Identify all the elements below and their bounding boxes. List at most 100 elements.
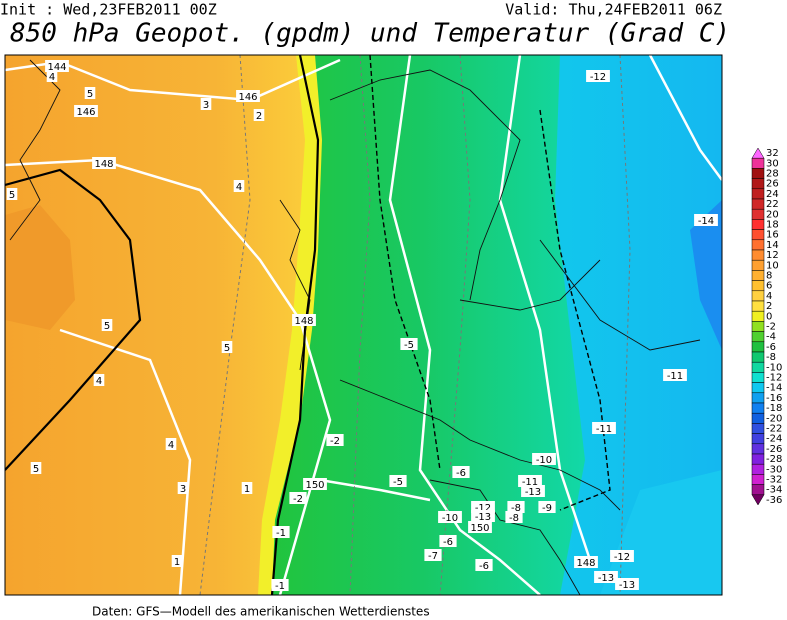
label-box	[241, 482, 253, 494]
label-box	[233, 180, 245, 192]
legend-swatch	[751, 321, 765, 332]
label-box	[615, 578, 639, 590]
legend-label: 8	[766, 271, 772, 282]
legend-label: 18	[766, 220, 779, 231]
legend-label: -30	[766, 464, 782, 475]
legend-swatch	[751, 280, 765, 292]
label-box	[221, 341, 233, 353]
contour-label: 146	[76, 107, 95, 118]
legend-label: -8	[766, 352, 776, 363]
contour-label: 5	[224, 343, 230, 354]
label-box	[200, 98, 212, 110]
contour-label: -13	[598, 573, 614, 584]
contour-label: 3	[203, 100, 209, 111]
label-box	[92, 157, 116, 169]
contour-label: 2	[256, 111, 262, 122]
label-box	[532, 453, 556, 465]
contour-label: 146	[238, 92, 257, 103]
label-box	[177, 482, 189, 494]
contour-label: 148	[294, 316, 313, 327]
label-box	[424, 549, 442, 561]
legend-swatch	[751, 178, 765, 190]
cold-south	[600, 470, 722, 595]
label-box	[93, 374, 105, 386]
contour-label: -6	[443, 537, 453, 548]
legend-label: -12	[766, 373, 782, 384]
legend-label: -36	[766, 495, 782, 506]
legend-swatch	[751, 300, 765, 312]
label-box	[236, 90, 260, 102]
label-box	[518, 475, 542, 487]
contour-label: 5	[33, 464, 39, 475]
label-box	[101, 319, 113, 331]
map-title: 850 hPa Geopot. (gpdm) und Temperatur (G…	[10, 19, 730, 49]
legend-swatch	[751, 290, 765, 302]
contour-label: -14	[698, 216, 714, 227]
legend-label: -18	[766, 403, 782, 414]
legend-label: 22	[766, 199, 779, 210]
valid-time: Valid: Thu,24FEB2011 06Z	[505, 1, 722, 19]
label-box	[586, 70, 610, 82]
legend-label: -4	[766, 332, 776, 343]
contour-label: -8	[509, 513, 519, 524]
contour-label: -2	[330, 436, 340, 447]
contour-label: -8	[511, 503, 521, 514]
legend-label: -32	[766, 475, 782, 486]
label-box	[475, 559, 493, 571]
contour-label: 5	[104, 321, 110, 332]
legend-swatch	[751, 463, 765, 475]
legend-label: -10	[766, 362, 782, 373]
legend-swatch	[751, 443, 765, 455]
label-box	[74, 105, 98, 117]
legend-swatch	[751, 433, 765, 445]
legend-label: 4	[766, 291, 772, 302]
label-box	[171, 555, 183, 567]
cold-core	[690, 200, 722, 350]
color-legend: 32302826242220181614121086420-2-4-6-8-10…	[751, 147, 782, 506]
contour-label: -6	[456, 468, 466, 479]
legend-label: 12	[766, 250, 779, 261]
contour-label: 148	[576, 558, 595, 569]
legend-label: 24	[766, 189, 779, 200]
label-box	[253, 109, 265, 121]
legend-swatch	[751, 198, 765, 210]
label-box	[439, 535, 457, 547]
warm-core	[5, 205, 75, 330]
legend-swatch	[751, 484, 765, 496]
legend-label: 10	[766, 260, 779, 271]
label-box	[507, 501, 525, 513]
label-box	[471, 510, 495, 522]
legend-label: 6	[766, 281, 772, 292]
legend-label: 32	[766, 148, 779, 159]
legend-swatch	[751, 249, 765, 261]
legend-swatch	[751, 474, 765, 485]
label-box	[6, 188, 18, 200]
map-frame	[4, 54, 723, 596]
contour-label: 4	[168, 440, 174, 451]
legend-label: -34	[766, 485, 782, 496]
legend-swatch	[751, 310, 765, 322]
contour-label: -11	[596, 424, 612, 435]
legend-swatch	[751, 259, 765, 271]
label-box	[271, 579, 289, 591]
legend-label: -2	[766, 322, 776, 333]
zero-isotherm	[5, 55, 320, 595]
label-box	[400, 338, 418, 350]
legend-swatch	[751, 453, 765, 465]
legend-swatch	[751, 188, 765, 200]
contour-label: 150	[470, 523, 489, 534]
contour-label: -13	[525, 487, 541, 498]
contour-label: -10	[442, 513, 458, 524]
legend-label: -6	[766, 342, 776, 353]
legend-label: -16	[766, 393, 782, 404]
legend-cap	[751, 494, 765, 506]
label-box	[663, 369, 687, 381]
legend-swatch	[751, 402, 765, 414]
legend-swatch	[751, 372, 765, 383]
label-box	[452, 466, 470, 478]
legend-swatch	[751, 229, 765, 241]
legend-swatch	[751, 382, 765, 394]
contour-label: -1	[276, 528, 286, 539]
